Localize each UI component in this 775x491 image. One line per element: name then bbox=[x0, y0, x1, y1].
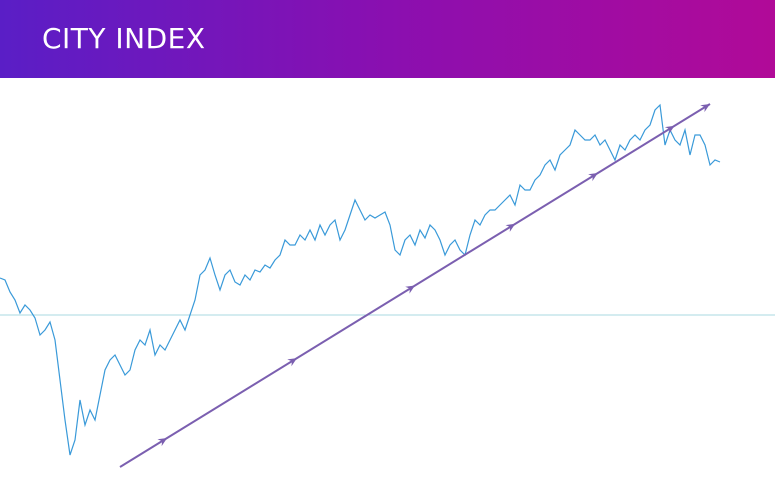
trend-arrow bbox=[287, 358, 297, 367]
trend-arrow bbox=[405, 285, 415, 294]
trend-arrow bbox=[505, 223, 516, 232]
trend-arrow bbox=[588, 172, 598, 182]
price-line bbox=[0, 103, 721, 456]
brand: CITY INDEX bbox=[42, 22, 206, 55]
chart bbox=[0, 103, 775, 468]
trend-arrow bbox=[700, 104, 710, 113]
trend-arrow bbox=[157, 437, 168, 447]
trend-arrow bbox=[664, 125, 675, 134]
header: CITY INDEX bbox=[0, 0, 775, 78]
